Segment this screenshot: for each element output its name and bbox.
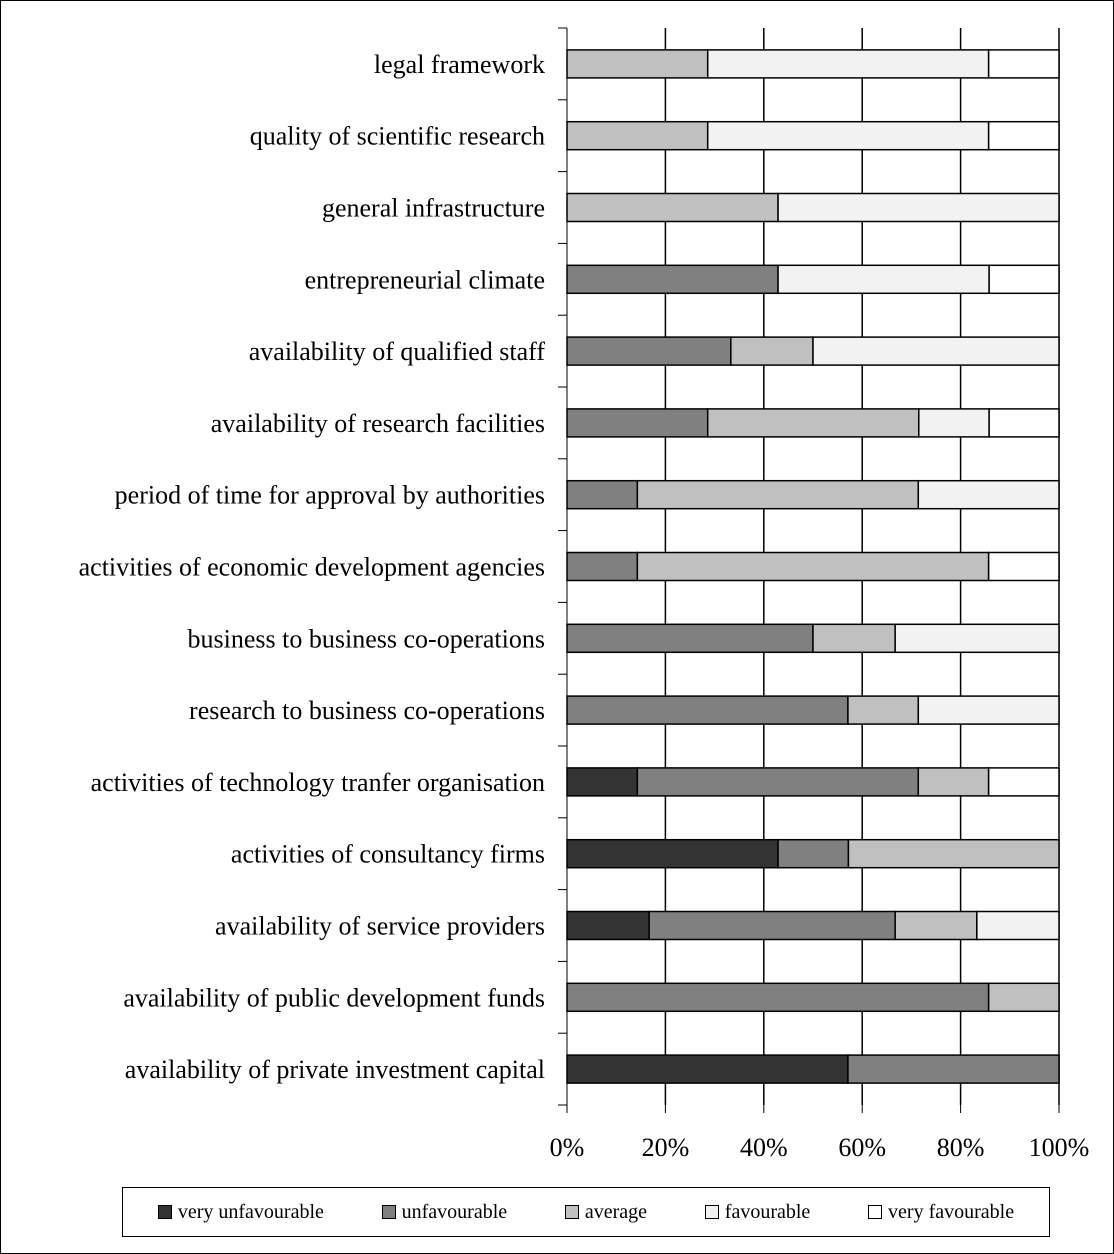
category-label: availability of public development funds — [123, 983, 545, 1012]
legend-label: unfavourable — [401, 1200, 508, 1223]
x-tick-label: 20% — [642, 1133, 690, 1162]
chart-legend: very unfavourable unfavourable average favo… — [122, 1187, 1050, 1237]
bar-segment — [636, 767, 920, 797]
category-label: general infrastructure — [322, 194, 545, 223]
bar-segment — [566, 623, 814, 654]
bar-segment — [847, 695, 920, 725]
category-label: activities of economic development agenc… — [79, 553, 545, 582]
x-tick-label: 0% — [550, 1133, 585, 1162]
bar-segment — [917, 479, 1060, 510]
bar-segment — [636, 551, 990, 582]
bar-segment — [847, 1054, 1060, 1084]
legend-item: very unfavourable — [157, 1200, 324, 1224]
x-tick-label: 40% — [740, 1133, 788, 1162]
bar-segment — [566, 838, 779, 869]
bar-segment — [566, 408, 709, 438]
bar-segment — [988, 264, 1060, 295]
legend-item: very favourable — [868, 1201, 1014, 1224]
legend-item: favourable — [704, 1200, 811, 1224]
bar-segment — [730, 336, 814, 366]
bar-segment — [976, 910, 1060, 941]
bar-segment — [987, 49, 1060, 79]
category-label: availability of service providers — [215, 912, 545, 941]
category-label: activities of consultancy firms — [231, 840, 545, 869]
bar-segment — [566, 910, 650, 941]
category-label: availability of qualified staff — [249, 337, 546, 366]
legend-swatch — [157, 1205, 172, 1219]
bar-segment — [636, 479, 920, 510]
bar-segment — [987, 767, 1060, 797]
bar-segment — [777, 192, 1060, 223]
category-label: legal framework — [374, 50, 545, 79]
bar-segment — [812, 336, 1060, 366]
bar-segment — [987, 120, 1060, 151]
bar-segment — [566, 264, 779, 295]
x-tick-label: 60% — [838, 1133, 886, 1162]
legend-label: average — [584, 1200, 648, 1223]
category-label: activities of technology tranfer organis… — [91, 768, 545, 797]
bar-segment — [847, 838, 1060, 869]
bar-segment — [648, 910, 896, 941]
legend-swatch — [564, 1205, 579, 1219]
bar-segment — [777, 264, 990, 295]
category-label: availability of private investment capit… — [125, 1055, 545, 1084]
bar-segment — [988, 408, 1060, 438]
legend-swatch — [381, 1205, 396, 1219]
bar-segment — [566, 982, 990, 1013]
bar-segment — [894, 910, 978, 941]
category-label: entrepreneurial climate — [305, 265, 545, 294]
legend-swatch — [868, 1205, 883, 1219]
x-tick-label: 80% — [937, 1133, 985, 1162]
bar-segment — [566, 767, 639, 797]
bar-segment — [706, 49, 990, 79]
bar-segment — [987, 982, 1060, 1013]
x-tick-label: 100% — [1029, 1133, 1090, 1162]
legend-item: unfavourable — [381, 1200, 508, 1224]
bar-segment — [777, 838, 850, 869]
bar-segment — [706, 408, 920, 438]
bar-segment — [917, 695, 1060, 725]
category-label: quality of scientific research — [250, 122, 545, 151]
legend-item: average — [564, 1200, 648, 1224]
bar-segment — [566, 695, 849, 725]
legend-label: very unfavourable — [177, 1200, 324, 1223]
bar-segment — [706, 120, 990, 151]
bar-segment — [812, 623, 896, 654]
bar-segment — [918, 408, 990, 438]
bar-segment — [566, 120, 709, 151]
bar-segment — [917, 767, 990, 797]
category-label: availability of research facilities — [211, 409, 545, 438]
bar-segment — [566, 479, 639, 510]
legend-swatch — [704, 1205, 719, 1219]
category-label: research to business co-operations — [189, 696, 545, 725]
category-label: period of time for approval by authoriti… — [115, 481, 545, 510]
bar-segment — [987, 551, 1060, 582]
bar-segment — [566, 336, 732, 366]
bar-segment — [894, 623, 1060, 654]
bar-segment — [566, 1054, 849, 1084]
bar-segment — [566, 551, 639, 582]
bar-segment — [566, 192, 779, 223]
legend-label: very favourable — [888, 1200, 1015, 1223]
bar-segment — [566, 49, 709, 79]
category-label: business to business co-operations — [188, 624, 545, 653]
legend-label: favourable — [724, 1200, 811, 1223]
